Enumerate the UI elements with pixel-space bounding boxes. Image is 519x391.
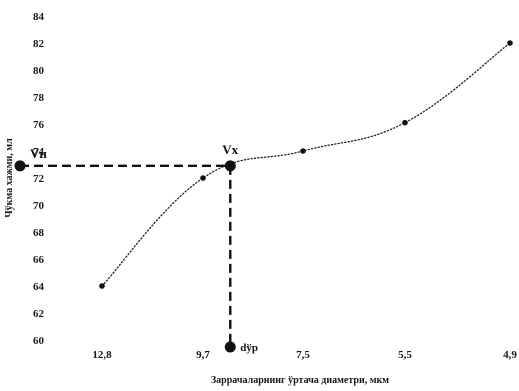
y-tick-label: 62 (33, 308, 45, 320)
data-point (99, 283, 105, 289)
y-tick-label: 74 (33, 146, 45, 158)
y-tick-label: 60 (33, 335, 45, 347)
data-point (507, 40, 513, 46)
y-tick-label: 78 (33, 92, 45, 104)
y-tick-label: 84 (33, 11, 45, 23)
dyp-label: dўр (240, 342, 258, 354)
data-point (402, 119, 408, 126)
vn-marker (14, 160, 26, 172)
y-tick-label: 70 (33, 200, 45, 212)
y-tick-label: 66 (33, 254, 45, 266)
y-tick-label: 82 (33, 38, 45, 50)
y-tick-label: 64 (33, 281, 45, 293)
vx-marker (224, 160, 236, 172)
x-axis-ticks: 12,8 9,7 7,5 5,5 4,9 (92, 349, 517, 361)
y-axis-ticks: 60 62 64 66 68 70 72 74 76 78 80 82 84 (33, 11, 45, 347)
data-point (200, 175, 206, 181)
x-tick-label: 12,8 (92, 349, 112, 361)
x-tick-label: 7,5 (296, 349, 310, 361)
y-tick-label: 72 (33, 173, 45, 185)
y-axis-label: Чўкма хажми, мл (4, 138, 15, 218)
x-axis-label: Заррачаларнинг ўртача диаметри, мкм (211, 375, 389, 386)
vn-label: Vн (30, 146, 47, 161)
data-points (99, 40, 513, 289)
y-tick-label: 80 (33, 65, 45, 77)
series-line (101, 42, 511, 287)
x-tick-label: 9,7 (196, 349, 210, 361)
dyp-marker (224, 341, 236, 353)
x-tick-label: 4,9 (503, 349, 517, 361)
x-tick-label: 5,5 (398, 349, 412, 361)
data-point (300, 148, 306, 154)
y-tick-label: 76 (33, 119, 45, 131)
vx-label: Vx (222, 142, 238, 157)
y-tick-label: 68 (33, 227, 45, 239)
